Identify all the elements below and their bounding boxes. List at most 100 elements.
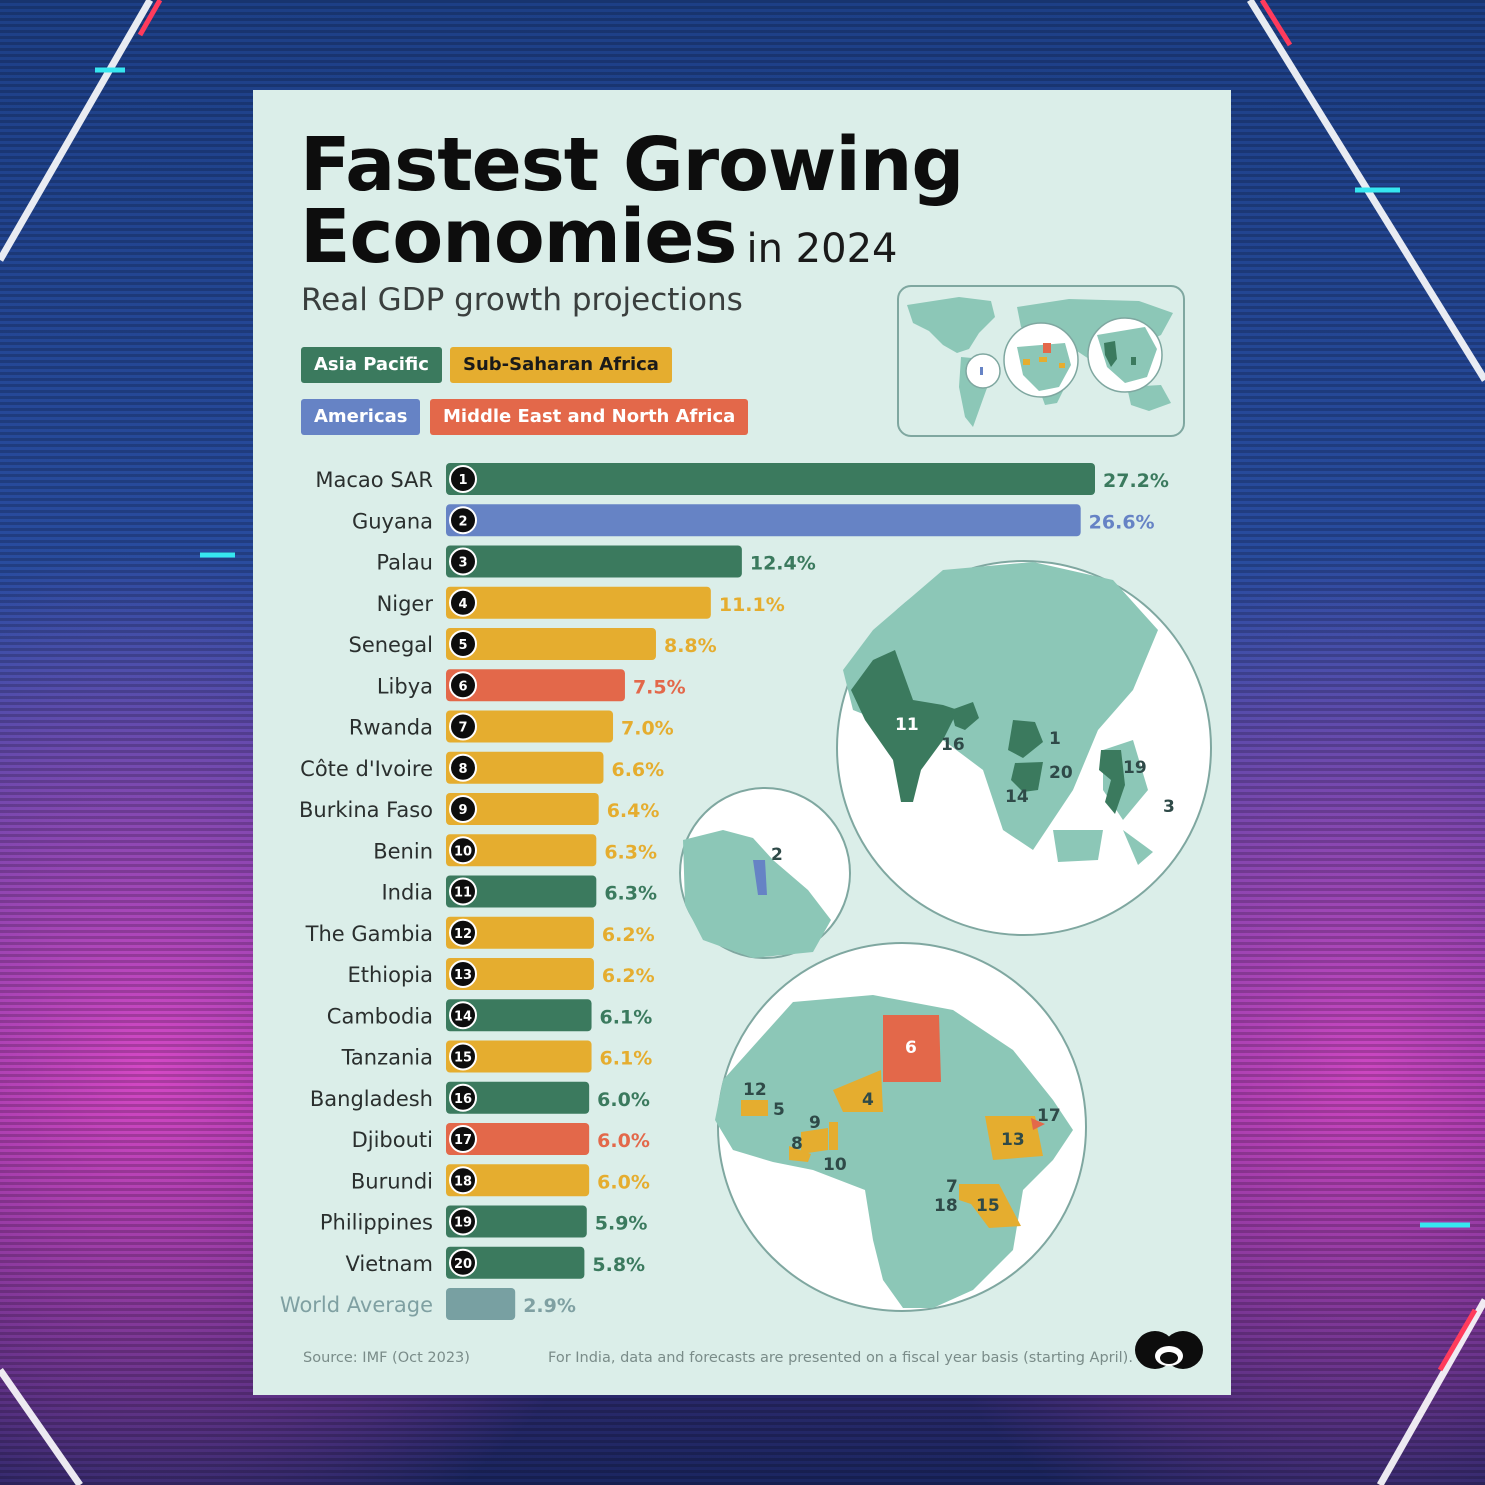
map-label-3: 3	[1163, 797, 1175, 817]
category-label: Ethiopia	[347, 963, 433, 987]
rank-badge	[449, 795, 477, 823]
value-label: 6.0%	[597, 1171, 650, 1193]
value-label: 5.9%	[595, 1213, 648, 1235]
category-label: Guyana	[352, 509, 433, 533]
value-label: 6.6%	[611, 759, 664, 781]
rank-badge	[449, 1001, 477, 1030]
value-label: 2.9%	[523, 1295, 576, 1317]
rank-number: 2	[458, 514, 467, 529]
category-label: Senegal	[348, 633, 433, 657]
bar	[446, 545, 742, 578]
value-label: 6.2%	[602, 965, 655, 987]
map-label-12: 12	[743, 1080, 767, 1100]
category-label: Libya	[377, 674, 433, 698]
rank-badge	[449, 877, 477, 906]
rank-number: 8	[458, 762, 467, 777]
rank-badge	[449, 630, 477, 658]
source-note: Source: IMF (Oct 2023)	[303, 1350, 470, 1366]
map-label-19: 19	[1123, 758, 1147, 778]
category-label: The Gambia	[305, 922, 433, 946]
legend-americas: Americas	[301, 399, 421, 435]
value-label: 12.4%	[750, 553, 816, 575]
rank-badge	[449, 671, 477, 700]
category-label: Bangladesh	[310, 1087, 433, 1111]
bar	[446, 1081, 590, 1114]
rank-number: 10	[454, 844, 472, 859]
rank-badge	[449, 1248, 477, 1277]
bar	[446, 586, 711, 619]
rank-number: 12	[454, 927, 472, 942]
category-label: Rwanda	[349, 716, 433, 740]
value-label: 6.2%	[602, 924, 655, 946]
rank-badge	[449, 506, 477, 535]
map-label-8: 8	[791, 1134, 803, 1154]
bar	[446, 463, 1095, 495]
category-label: Côte d'Ivoire	[300, 757, 433, 781]
value-label: 6.0%	[597, 1130, 650, 1152]
rank-badge	[449, 1083, 477, 1112]
bar	[446, 958, 594, 990]
rank-number: 1	[458, 473, 467, 488]
map-label-18: 18	[934, 1196, 958, 1216]
category-label: Macao SAR	[315, 468, 433, 492]
rank-badge	[449, 753, 477, 782]
bar	[446, 1123, 590, 1155]
bar	[446, 793, 599, 825]
map-label-15: 15	[976, 1196, 1000, 1216]
legend-asia-pacific: Asia Pacific	[301, 347, 442, 383]
bar	[446, 1205, 587, 1238]
rank-badge	[449, 918, 477, 947]
category-label: Vietnam	[345, 1252, 433, 1276]
map-label-5: 5	[773, 1100, 785, 1120]
category-label: Philippines	[320, 1211, 433, 1235]
value-label: 6.4%	[607, 800, 660, 822]
bar-chart: Macao SAR 1 27.2%Guyana 2 26.6%Palau 3 12.4%Ni…	[280, 463, 1212, 1320]
value-label: 6.1%	[600, 1006, 653, 1028]
value-label: 6.3%	[604, 841, 657, 863]
title-line-1: Fastest Growing	[300, 122, 964, 208]
map-label-1: 1	[1049, 729, 1061, 749]
rank-number: 18	[454, 1174, 472, 1189]
value-label: 6.1%	[600, 1048, 653, 1070]
bar	[446, 628, 656, 660]
rank-number: 5	[458, 638, 467, 653]
rank-number: 3	[458, 556, 467, 571]
value-label: 5.8%	[592, 1254, 645, 1276]
map-label-9: 9	[809, 1113, 821, 1133]
rank-badge	[449, 588, 477, 617]
rank-badge	[449, 547, 477, 576]
map-label-7: 7	[946, 1177, 958, 1197]
value-label: 11.1%	[719, 594, 785, 616]
category-label: Djibouti	[352, 1128, 433, 1152]
footnote: For India, data and forecasts are presen…	[548, 1350, 1133, 1366]
rank-badge	[449, 836, 477, 865]
category-label: World Average	[280, 1293, 433, 1317]
rank-badge	[449, 712, 477, 741]
bar	[446, 751, 604, 784]
value-label: 6.0%	[597, 1089, 650, 1111]
value-label: 6.3%	[604, 883, 657, 905]
rank-number: 4	[458, 597, 467, 612]
rank-badge	[449, 1166, 477, 1195]
africa-circle-map: 6 12 5 4 9 8 10 17 13 7 18 15	[715, 942, 1087, 1312]
bar	[446, 1246, 585, 1279]
bar	[446, 669, 625, 702]
map-label-20: 20	[1049, 763, 1073, 783]
rank-badge	[449, 1125, 477, 1153]
rank-number: 20	[454, 1257, 472, 1272]
rank-badge	[449, 1207, 477, 1236]
map-label-16: 16	[941, 735, 965, 755]
bar	[446, 999, 592, 1032]
rank-badge	[449, 1042, 477, 1071]
bar	[446, 875, 597, 908]
map-label-2: 2	[771, 845, 783, 865]
title-suffix: in 2024	[746, 226, 898, 272]
rank-number: 13	[454, 968, 472, 983]
value-label: 7.0%	[621, 718, 674, 740]
rank-number: 19	[454, 1216, 472, 1231]
bar	[446, 710, 614, 743]
map-label-6: 6	[905, 1038, 917, 1058]
map-label-4: 4	[862, 1090, 874, 1110]
category-label: India	[381, 881, 433, 905]
bar	[446, 916, 594, 949]
